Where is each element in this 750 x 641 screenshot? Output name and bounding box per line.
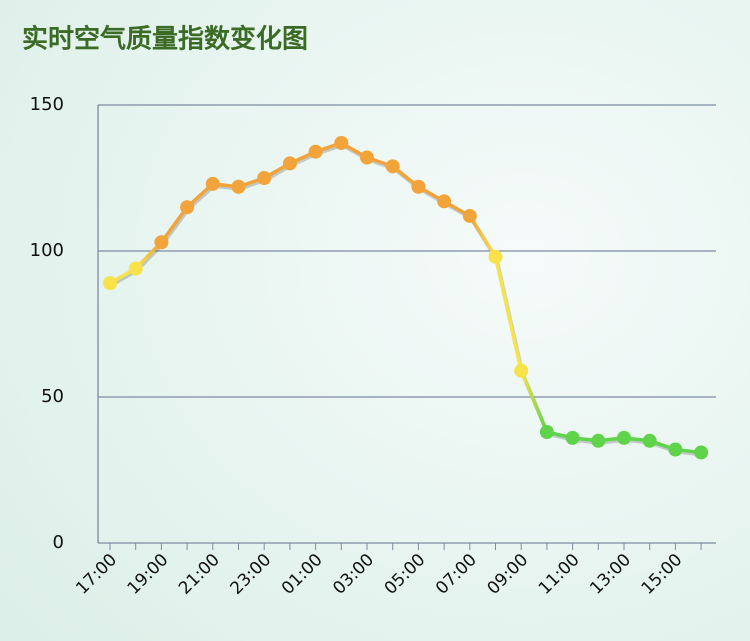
point <box>205 176 220 191</box>
point <box>128 261 143 276</box>
point <box>565 430 580 445</box>
point <box>462 208 477 223</box>
y-tick-label: 100 <box>30 240 64 261</box>
point <box>694 445 709 460</box>
point <box>154 235 169 250</box>
y-tick-label: 50 <box>41 386 64 407</box>
point <box>257 171 272 185</box>
point <box>308 144 323 159</box>
point <box>385 159 400 174</box>
point <box>360 150 374 165</box>
chart-title: 实时空气质量指数变化图 <box>22 24 308 55</box>
point <box>668 442 683 457</box>
point <box>334 135 349 150</box>
point <box>411 179 426 194</box>
point <box>642 433 657 448</box>
point <box>539 425 554 440</box>
point <box>103 276 117 291</box>
point <box>514 363 529 378</box>
point <box>180 200 195 215</box>
y-tick-label: 150 <box>30 94 64 115</box>
point <box>617 430 631 445</box>
y-tick-label: 0 <box>53 532 64 553</box>
point <box>488 249 503 264</box>
point <box>591 433 606 448</box>
point <box>231 179 246 194</box>
point <box>282 156 297 171</box>
point <box>437 194 452 209</box>
